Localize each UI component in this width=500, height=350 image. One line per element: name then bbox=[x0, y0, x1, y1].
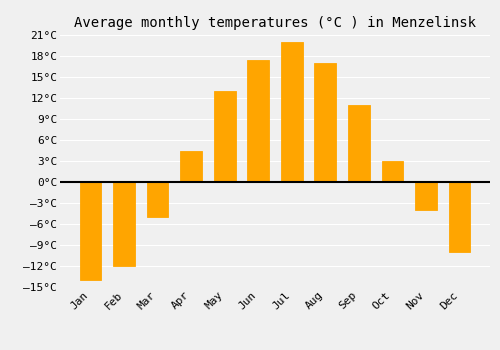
Bar bbox=[382, 161, 404, 182]
Bar bbox=[248, 60, 269, 182]
Title: Average monthly temperatures (°C ) in Menzelinsk: Average monthly temperatures (°C ) in Me… bbox=[74, 16, 476, 30]
Bar bbox=[80, 182, 102, 280]
Bar bbox=[415, 182, 437, 210]
Bar bbox=[180, 150, 202, 182]
Bar bbox=[146, 182, 169, 217]
Bar bbox=[281, 42, 302, 182]
Bar bbox=[214, 91, 236, 182]
Bar bbox=[448, 182, 470, 252]
Bar bbox=[348, 105, 370, 182]
Bar bbox=[314, 63, 336, 182]
Bar bbox=[113, 182, 135, 266]
